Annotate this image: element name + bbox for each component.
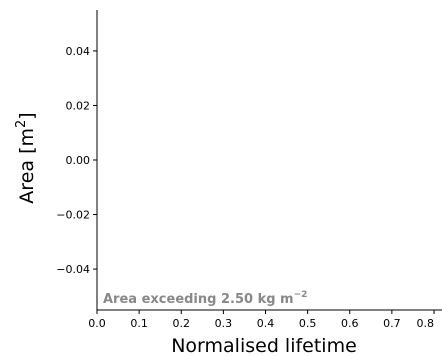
y-axis-label-base: Area [m — [16, 128, 38, 204]
y-tick-label: 0.02 — [66, 99, 91, 112]
y-axis-ticks: 0.04 0.02 0.00 −0.02 −0.04 — [56, 45, 97, 276]
annotation-text: Area exceeding 2.50 kg m — [103, 292, 294, 307]
y-tick-label: −0.04 — [56, 263, 90, 276]
y-axis-label-superscript: 2 — [14, 120, 29, 128]
x-tick-label: 0.5 — [299, 317, 317, 330]
y-tick-label: 0.00 — [66, 154, 91, 167]
x-tick-label: 0.6 — [341, 317, 359, 330]
x-tick-label: 0.3 — [215, 317, 233, 330]
x-tick-label: 0.4 — [257, 317, 275, 330]
x-tick-label: 0.7 — [383, 317, 401, 330]
y-tick-label: −0.02 — [56, 209, 90, 222]
threshold-annotation: Area exceeding 2.50 kg m−2 — [103, 290, 307, 307]
y-tick-label: 0.04 — [66, 45, 91, 58]
x-tick-label: 0.2 — [173, 317, 191, 330]
x-tick-label: 0.0 — [88, 317, 106, 330]
y-axis-label-end: ] — [16, 112, 38, 119]
y-axis-label: Area [m2] — [14, 112, 38, 203]
x-tick-label: 0.1 — [130, 317, 148, 330]
axes-spines — [96, 10, 442, 311]
x-tick-label: 0.8 — [417, 317, 435, 330]
annotation-superscript: −2 — [294, 290, 308, 300]
x-axis-label: Normalised lifetime — [171, 335, 357, 356]
x-axis-ticks: 0.0 0.1 0.2 0.3 0.4 0.5 0.6 0.7 0.8 — [88, 310, 435, 330]
